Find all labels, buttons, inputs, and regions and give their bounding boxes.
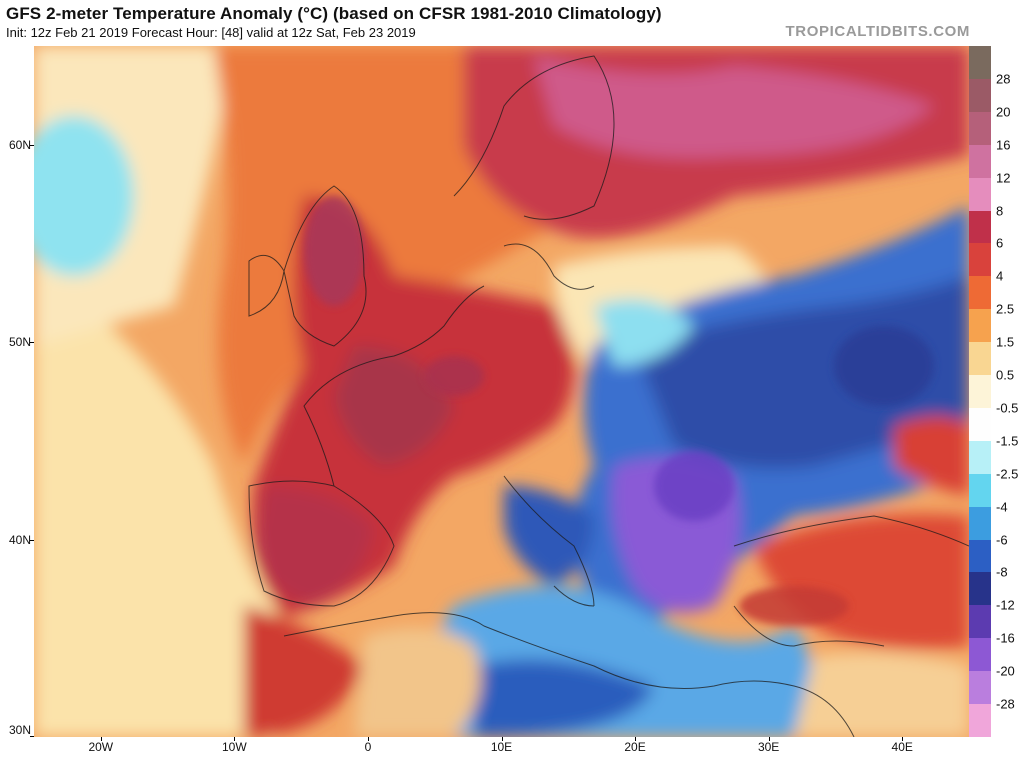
lon-tick xyxy=(100,737,102,741)
colorbar-label: -1.5 xyxy=(996,433,1019,449)
colorbar-swatch xyxy=(969,177,991,211)
lon-tick xyxy=(234,737,236,741)
coastlines xyxy=(248,55,969,737)
colorbar-label: 0.5 xyxy=(996,367,1015,383)
colorbar-label: 20 xyxy=(996,104,1011,120)
black-sea-coast xyxy=(733,515,969,547)
colorbar-swatch xyxy=(969,144,991,178)
benelux-hot xyxy=(424,356,484,396)
colorbar-swatch xyxy=(969,210,991,244)
lon-label: 10W xyxy=(222,740,247,754)
colorbar-swatch xyxy=(969,46,991,79)
colorbar-label: 28 xyxy=(996,71,1011,87)
colorbar-label: -20 xyxy=(996,663,1015,679)
lat-label: 50N xyxy=(8,335,31,350)
atlantic-pale-region xyxy=(34,266,274,737)
colorbar-swatch xyxy=(969,342,991,376)
lon-tick xyxy=(367,737,369,741)
lat-label: 30N xyxy=(8,723,31,737)
colorbar-swatch xyxy=(969,440,991,474)
cold-atlantic-patch xyxy=(34,116,134,276)
colorbar-swatch xyxy=(969,243,991,277)
lat-label: 60N xyxy=(8,137,31,152)
colorbar-swatch xyxy=(969,473,991,507)
colorbar-swatch xyxy=(969,605,991,639)
denmark-coast xyxy=(503,243,595,290)
turkey-coast xyxy=(733,605,885,647)
lon-label: 20E xyxy=(624,740,646,754)
colorbar-label: -2.5 xyxy=(996,466,1019,482)
lon-tick xyxy=(902,737,904,741)
colorbar-label: 4 xyxy=(996,268,1004,284)
colorbar-swatch xyxy=(969,572,991,606)
colorbar-swatch xyxy=(969,111,991,145)
balkan-purple xyxy=(654,451,734,521)
lon-label: 0 xyxy=(364,740,372,754)
colorbar-swatch xyxy=(969,78,991,112)
colorbar-label: -12 xyxy=(996,597,1015,613)
eastern-europe-colder xyxy=(634,276,969,469)
colorbar-swatch xyxy=(969,539,991,573)
anomaly-field xyxy=(34,46,969,737)
colorbar-swatch xyxy=(969,506,991,540)
ireland-coast xyxy=(248,254,285,317)
colorbar-label: 12 xyxy=(996,170,1011,186)
lat-tick xyxy=(30,342,34,344)
colorbar-label: 16 xyxy=(996,137,1011,153)
med-cold-core xyxy=(474,659,654,737)
colorbar-label: 8 xyxy=(996,203,1004,219)
middle-east-pale xyxy=(794,652,969,737)
colorbar-label: -16 xyxy=(996,630,1015,646)
britain-hot xyxy=(304,196,364,306)
lon-label: 20W xyxy=(88,740,114,754)
colorbar-label: -0.5 xyxy=(996,400,1019,416)
lon-label: 10E xyxy=(490,740,513,754)
lon-label: 40E xyxy=(891,740,913,754)
colorbar-swatch xyxy=(969,671,991,705)
lon-tick xyxy=(768,737,770,741)
anomaly-map xyxy=(34,46,969,737)
scandinavia-hot xyxy=(534,56,934,158)
map-subtitle: Init: 12z Feb 21 2019 Forecast Hour: [48… xyxy=(6,25,416,40)
lon-tick xyxy=(635,737,637,741)
colorbar-swatch xyxy=(969,309,991,343)
longitude-axis: 20W 10W 0 10E 20E 30E 40E xyxy=(34,737,969,757)
map-title: GFS 2-meter Temperature Anomaly (°C) (ba… xyxy=(6,4,662,23)
colorbar-swatch xyxy=(969,276,991,310)
italy-cold xyxy=(504,486,594,586)
lon-label: 30E xyxy=(757,740,780,754)
lat-tick xyxy=(30,736,34,737)
algeria-pale xyxy=(354,628,481,737)
lat-tick xyxy=(30,539,34,541)
colorbar-swatch xyxy=(969,407,991,441)
colorbar-label: -6 xyxy=(996,532,1008,548)
britain-coast xyxy=(283,185,367,347)
lon-tick xyxy=(501,737,503,741)
colorbar-swatch xyxy=(969,704,991,738)
colorbar: 28 20 16 12 8 6 4 2.5 1.5 0.5 -0.5 -1.5 -2.5 -4 -6 -8 -1… xyxy=(969,46,1024,738)
lat-tick xyxy=(30,144,34,146)
colorbar-label: 6 xyxy=(996,235,1004,251)
ukraine-cold xyxy=(834,326,934,406)
colorbar-label: 2.5 xyxy=(996,301,1015,317)
cold-fringe-north xyxy=(594,299,694,366)
colorbar-label: -4 xyxy=(996,499,1008,515)
lat-label: 40N xyxy=(8,532,31,547)
colorbar-swatch xyxy=(969,375,991,409)
colorbar-label: 1.5 xyxy=(996,334,1015,350)
iberia-hot xyxy=(254,486,374,606)
caucasus-warm xyxy=(894,416,969,496)
colorbar-swatch xyxy=(969,638,991,672)
latitude-axis: 60N 50N 40N 30N xyxy=(0,46,34,737)
africa-coast xyxy=(283,612,855,737)
colorbar-label: -8 xyxy=(996,564,1008,580)
italy-coast xyxy=(503,475,595,607)
morocco-warm xyxy=(244,606,364,737)
iberia-coast xyxy=(248,480,395,607)
france-coast xyxy=(303,285,485,487)
brand-watermark: TROPICALTIDBITS.COM xyxy=(785,23,970,40)
scandinavia-coast xyxy=(453,55,615,220)
colorbar-label: -28 xyxy=(996,696,1015,712)
anatolia-red xyxy=(739,586,849,626)
